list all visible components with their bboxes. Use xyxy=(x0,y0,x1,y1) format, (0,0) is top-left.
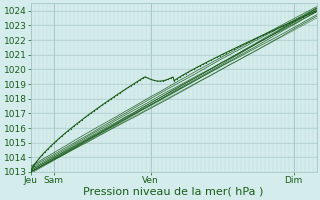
X-axis label: Pression niveau de la mer( hPa ): Pression niveau de la mer( hPa ) xyxy=(84,187,264,197)
